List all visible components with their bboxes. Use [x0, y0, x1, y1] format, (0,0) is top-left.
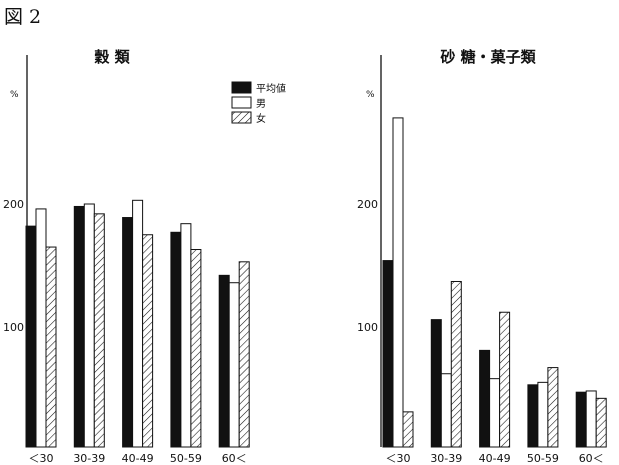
bar-male: [440, 373, 452, 448]
chart-title: 砂 糖・菓子類: [440, 48, 536, 66]
bar-female: [450, 280, 462, 448]
x-category-label: 60＜: [579, 452, 604, 465]
bar-avg: [122, 217, 134, 448]
y-tick-label: 200: [3, 198, 24, 211]
x-category-label: 60＜: [222, 452, 247, 465]
bar-avg: [170, 231, 182, 448]
bar-female: [45, 246, 57, 448]
y-tick-label: 100: [357, 321, 378, 334]
bar-avg: [73, 205, 85, 448]
bar-female: [499, 311, 511, 448]
bar-female: [93, 213, 105, 448]
x-category-label: 40-49: [122, 452, 154, 465]
bar-male: [489, 378, 501, 448]
bar-male: [83, 203, 95, 448]
bar-avg: [382, 260, 394, 448]
x-category-label: ＜30: [386, 452, 411, 465]
bar-avg: [479, 349, 491, 448]
bar-female: [238, 261, 250, 448]
legend-swatch-avg: [231, 81, 252, 94]
chart-panel-2: 砂 糖・菓子類% 100 200 ＜30 30-39 40-49 50-59 60＜: [357, 48, 607, 465]
y-tick-label: 100: [3, 321, 24, 334]
figure-label: 図 2: [4, 6, 42, 28]
bar-male: [180, 223, 192, 448]
bar-avg: [527, 384, 539, 448]
legend-swatch-male: [231, 96, 252, 109]
x-category-label: 40-49: [479, 452, 511, 465]
legend-label-avg: 平均値: [256, 82, 286, 95]
bar-male: [392, 117, 404, 448]
legend-swatch-female: [231, 111, 252, 124]
legend-label-male: 男: [256, 98, 266, 110]
bar-avg: [218, 274, 230, 448]
x-category-label: 50-59: [170, 452, 202, 465]
chart-title: 穀 類: [93, 48, 130, 66]
chart-panel-1: 穀 類% 100 200 ＜30 30-39 40-49 50-59 60＜: [3, 48, 250, 465]
bar-male: [35, 208, 47, 448]
bar-female: [142, 234, 154, 448]
y-tick-label: 200: [357, 198, 378, 211]
bar-female: [190, 249, 202, 448]
x-category-label: 30-39: [73, 452, 105, 465]
bar-avg: [430, 319, 442, 448]
bar-male: [132, 199, 144, 448]
x-category-label: ＜30: [29, 452, 54, 465]
bar-avg: [25, 225, 37, 448]
bar-female: [547, 367, 559, 448]
y-unit-label: %: [10, 90, 19, 100]
y-unit-label: %: [366, 90, 375, 100]
bar-male: [585, 390, 597, 448]
bar-female: [595, 397, 607, 448]
bar-male: [537, 381, 549, 448]
x-category-label: 30-39: [430, 452, 462, 465]
legend-label-female: 女: [256, 112, 266, 125]
bar-avg: [575, 391, 587, 448]
bar-male: [228, 282, 240, 448]
x-category-label: 50-59: [527, 452, 559, 465]
bar-female: [402, 411, 414, 448]
